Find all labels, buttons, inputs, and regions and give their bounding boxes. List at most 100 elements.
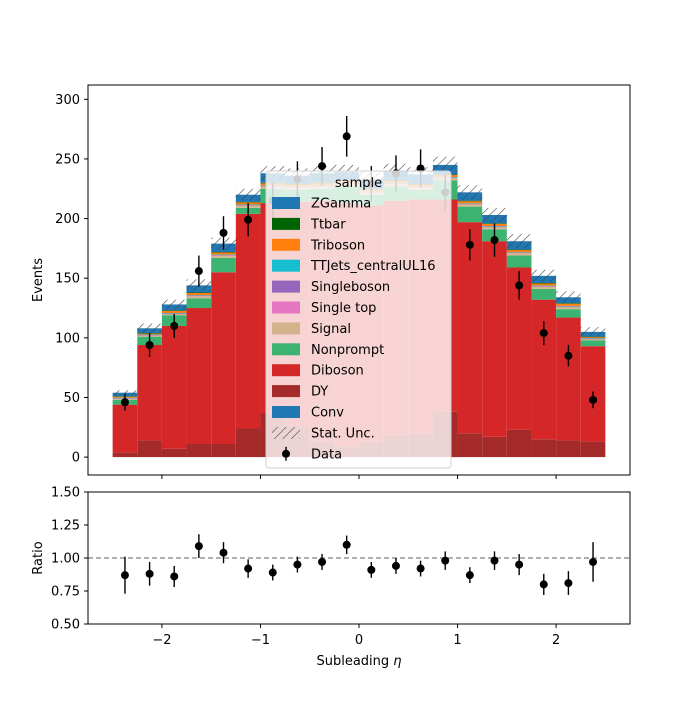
legend-title: sample [335, 176, 382, 191]
main-y-tick-label-2: 100 [55, 331, 80, 346]
ratio-y-tick-label-3: 1.25 [51, 519, 80, 534]
stat-unc-band-1 [137, 323, 162, 334]
bar-triboson-3 [186, 292, 212, 296]
bar-dy-15 [482, 436, 507, 458]
bar-triboson-19 [580, 336, 606, 339]
main-y-tick-label-5: 250 [55, 152, 80, 167]
bar-diboson-18 [556, 317, 581, 441]
legend-label-ttbar: Ttbar [310, 217, 346, 232]
bar-single-top-2 [161, 313, 187, 315]
data-point-17 [539, 329, 548, 338]
bar-diboson-2 [161, 325, 187, 449]
legend-label-triboson: Triboson [310, 238, 365, 253]
main-x-axis-ticks [161, 475, 557, 479]
main-y-axis-label: Events [31, 258, 46, 302]
ratio-x-axis-ticks: −2 −1 0 1 2 [152, 624, 560, 648]
ratio-point-18 [564, 579, 573, 588]
bar-single-top-14 [457, 203, 483, 205]
bar-dy-4 [211, 443, 236, 458]
bar-ttbar-18 [556, 303, 581, 304]
ratio-point-0 [120, 571, 129, 580]
x-axis-label: Subleading η [316, 654, 401, 669]
main-y-tick-label-4: 200 [55, 212, 80, 227]
legend-marker-signal [272, 322, 300, 335]
bar-signal-19 [580, 339, 606, 341]
legend-label-ttjets-centralul16: TTJets_centralUL16 [310, 259, 436, 274]
stat-unc-band-0 [112, 390, 138, 396]
bar-dy-17 [531, 439, 557, 458]
ratio-point-4 [219, 548, 228, 557]
bar-nonprompt-18 [556, 309, 581, 318]
legend-marker-diboson [272, 364, 300, 377]
ratio-point-8 [318, 557, 327, 566]
legend-marker-singleboson [272, 280, 300, 293]
ratio-point-7 [293, 560, 302, 569]
data-point-0 [120, 398, 129, 407]
data-point-19 [589, 395, 598, 404]
bar-ttbar-4 [211, 251, 236, 253]
ratio-x-tick-label-1: −1 [251, 633, 270, 648]
bar-ttjets-centralul16-2 [161, 313, 187, 314]
ratio-y-tick-label-1: 0.75 [51, 585, 80, 600]
bar-diboson-0 [112, 404, 138, 453]
bar-dy-16 [506, 429, 532, 458]
bar-dy-18 [556, 440, 581, 458]
data-point-15 [490, 236, 499, 245]
ratio-point-11 [391, 561, 400, 570]
ratio-point-3 [194, 542, 203, 551]
legend-label-nonprompt: Nonprompt [311, 343, 384, 358]
bar-nonprompt-3 [186, 298, 212, 309]
bar-ttbar-17 [531, 282, 557, 284]
stat-unc-band-2 [161, 299, 187, 310]
legend-marker-stat-unc- [272, 426, 300, 439]
main-y-tick-label-6: 300 [55, 93, 80, 108]
legend-label-diboson: Diboson [311, 364, 364, 379]
legend-marker-dy [272, 385, 300, 398]
ratio-point-14 [465, 571, 474, 580]
ratio-point-15 [490, 556, 499, 565]
ratio-y-tick-label-2: 1.00 [51, 552, 80, 567]
stat-unc-band-5 [235, 188, 261, 201]
legend-marker-conv [272, 406, 300, 418]
bar-triboson-2 [161, 310, 187, 314]
main-y-tick-label-0: 0 [72, 451, 80, 466]
bar-ttjets-centralul16-17 [531, 285, 557, 287]
bar-signal-3 [186, 296, 212, 299]
stat-unc-band-19 [580, 327, 606, 337]
data-point-9 [342, 132, 351, 141]
legend: sample ZGamma Ttbar Triboson TTJets_centralU… [265, 170, 452, 469]
stat-unc-band-14 [457, 185, 483, 200]
bar-ttjets-centralul16-3 [186, 295, 212, 296]
ratio-y-axis-ticks: 0.50 0.75 1.00 1.25 1.50 [51, 486, 88, 633]
bar-dy-5 [235, 428, 261, 458]
bar-single-top-3 [186, 295, 212, 297]
legend-marker-data [282, 449, 290, 458]
legend-marker-nonprompt [272, 343, 300, 356]
main-y-tick-label-1: 50 [63, 391, 80, 406]
ratio-y-tick-label-0: 0.50 [51, 618, 80, 633]
bar-dy-3 [186, 443, 212, 458]
bar-single-top-16 [506, 252, 532, 254]
bar-triboson-17 [531, 283, 557, 286]
data-point-2 [170, 321, 179, 330]
legend-label-data: Data [311, 447, 342, 462]
bar-diboson-1 [137, 345, 162, 441]
bar-diboson-17 [531, 299, 557, 440]
bar-signal-16 [506, 253, 532, 256]
legend-marker-zgamma [272, 197, 300, 209]
stat-unc-band-15 [482, 207, 507, 223]
bar-signal-18 [556, 306, 581, 310]
ratio-point-16 [515, 560, 524, 569]
bar-dy-1 [137, 440, 162, 458]
bar-ttbar-3 [186, 292, 212, 294]
data-point-4 [219, 228, 228, 237]
bar-ttjets-centralul16-19 [580, 338, 606, 339]
data-point-1 [145, 341, 154, 349]
ratio-point-6 [268, 568, 277, 577]
ratio-plot-panel: 0.50 0.75 1.00 1.25 1.50 −2 −1 0 1 2 Ratio Suble… [31, 486, 631, 669]
data-point-16 [515, 281, 524, 290]
main-plot-panel: sample ZGamma Ttbar Triboson TTJets_centralU… [31, 84, 631, 479]
ratio-point-2 [170, 572, 179, 581]
bar-ttjets-centralul16-16 [506, 252, 532, 253]
